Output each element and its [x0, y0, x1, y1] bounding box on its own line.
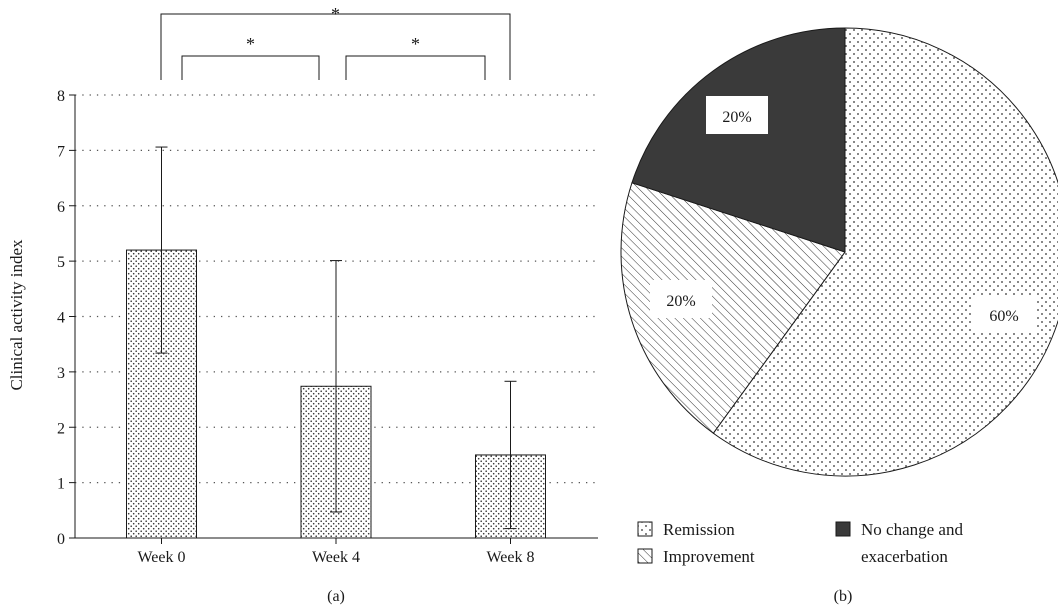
pie-slice-labels: 60% 20% 20%	[650, 96, 1035, 333]
legend-item: No change and exacerbation	[835, 520, 963, 566]
y-axis-label: Clinical activity index	[7, 239, 26, 391]
significance-bracket: *	[160, 4, 511, 80]
pie-slice-no-change-and-exacerbation	[631, 27, 846, 253]
significance-brackets: * * *	[160, 4, 511, 80]
y-tick-label: 6	[57, 199, 65, 216]
x-tick-label: Week 4	[312, 549, 360, 566]
pie-slices	[620, 27, 1058, 477]
legend-item: Improvement	[637, 547, 755, 566]
x-tick-label: Week 0	[137, 549, 185, 566]
y-tick-label: 8	[57, 88, 65, 105]
error-bars	[155, 146, 517, 530]
legend: Remission Improvement No change and exacerb…	[637, 520, 963, 566]
error-bar	[155, 146, 168, 354]
error-bar	[330, 260, 342, 513]
y-tick-label: 0	[57, 531, 65, 548]
bar-chart: 0 1 2 3 4 5 6 7 8 Week 0 Week 4 Week 8 * * * Clinica…	[7, 4, 598, 605]
pie-slice-improvement	[620, 182, 846, 434]
legend-swatch	[637, 548, 653, 564]
significance-bracket: *	[345, 34, 486, 80]
legend-swatch	[637, 521, 653, 537]
legend-label: exacerbation	[861, 547, 948, 566]
slice-label: 60%	[973, 295, 1035, 333]
svg-text:60%: 60%	[989, 308, 1018, 325]
x-tick-label: Week 8	[486, 549, 534, 566]
panel-label-a: (a)	[327, 588, 345, 605]
significance-star: *	[246, 34, 255, 54]
slice-label: 20%	[706, 96, 768, 134]
significance-star: *	[331, 4, 340, 24]
significance-bracket: *	[181, 34, 320, 80]
legend-label: Remission	[663, 520, 735, 539]
y-tick-label: 3	[57, 365, 65, 382]
y-tick-label: 7	[57, 143, 65, 160]
legend-label: Improvement	[663, 547, 755, 566]
legend-item: Remission	[637, 520, 735, 539]
svg-text:20%: 20%	[666, 293, 695, 310]
error-bar	[504, 380, 517, 530]
svg-text:20%: 20%	[722, 109, 751, 126]
x-axis-tick-labels: Week 0 Week 4 Week 8	[137, 538, 535, 566]
y-tick-label: 5	[57, 254, 65, 271]
legend-label: No change and	[861, 520, 963, 539]
panel-label-b: (b)	[834, 588, 853, 605]
y-axis-ticks: 0 1 2 3 4 5 6 7 8	[57, 88, 75, 548]
legend-swatch	[835, 521, 851, 537]
pie-chart: 60% 20% 20% Remission Improvement No change …	[620, 27, 1058, 605]
slice-label: 20%	[650, 280, 712, 318]
y-tick-label: 4	[57, 310, 65, 327]
y-tick-label: 1	[57, 476, 65, 493]
y-tick-label: 2	[57, 420, 65, 437]
pie-slice-remission	[712, 27, 1058, 477]
significance-star: *	[411, 34, 420, 54]
